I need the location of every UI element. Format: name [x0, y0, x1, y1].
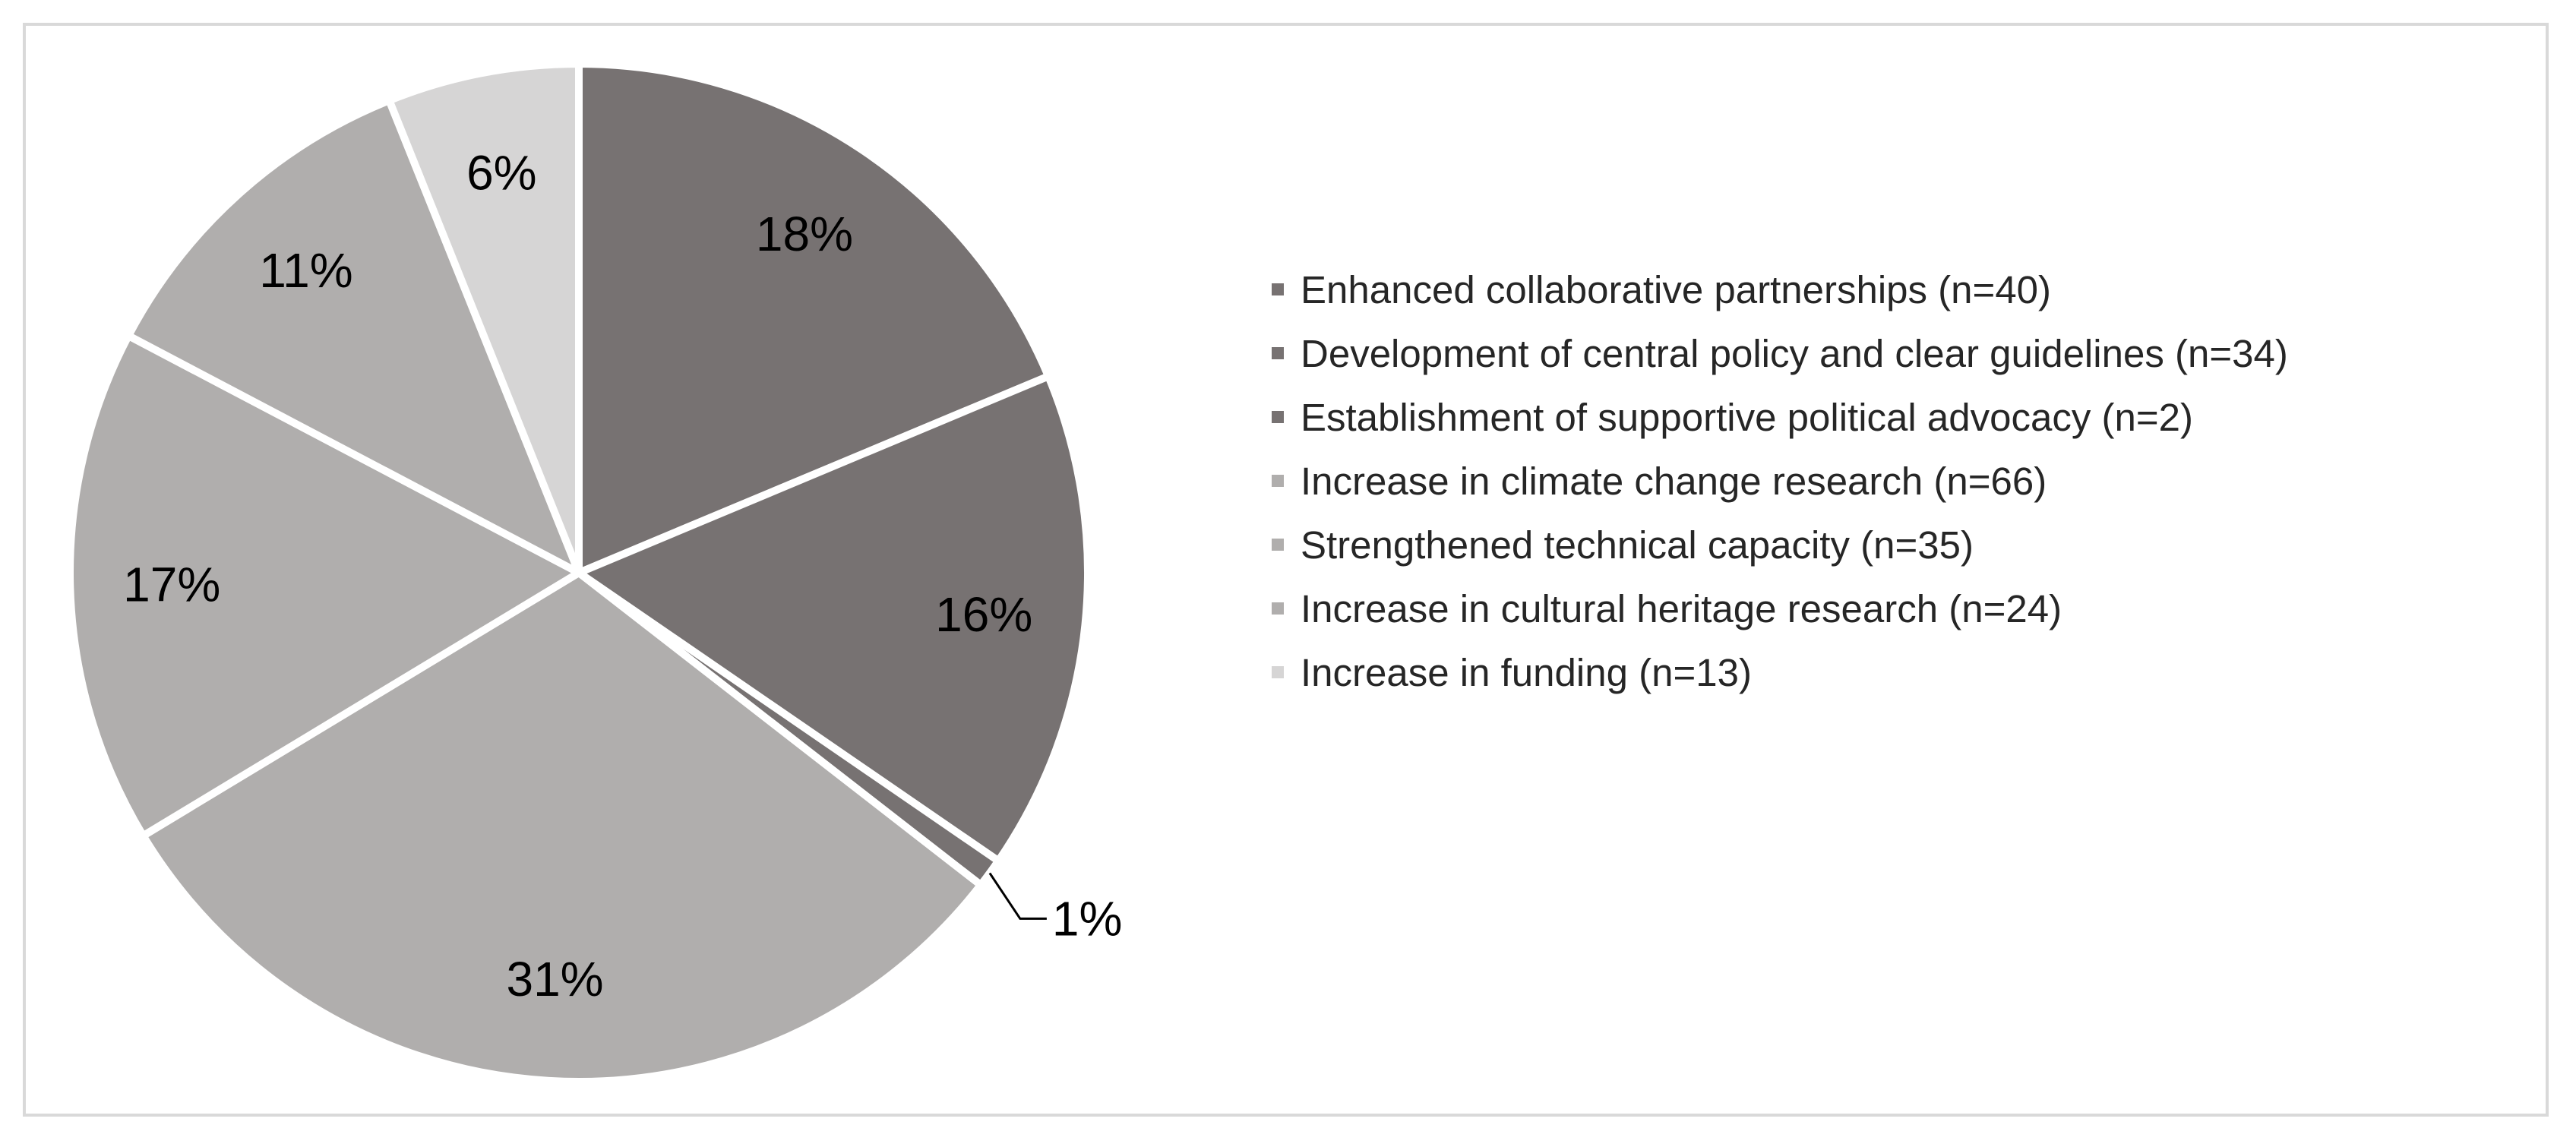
legend-label: Strengthened technical capacity (n=35)	[1301, 523, 1974, 567]
legend-item-1: Enhanced collaborative partnerships (n=4…	[1272, 258, 2288, 321]
slice-label-1: 18%	[756, 207, 853, 261]
legend-swatch	[1272, 347, 1284, 359]
legend-label: Increase in cultural heritage research (…	[1301, 586, 2062, 631]
legend-swatch	[1272, 539, 1284, 551]
leader-line-3	[990, 873, 1047, 918]
slice-label-5: 17%	[123, 558, 220, 612]
legend-label: Development of central policy and clear …	[1301, 331, 2288, 376]
slice-label-4: 31%	[506, 952, 603, 1006]
legend-swatch	[1272, 283, 1284, 295]
slice-label-6: 11%	[259, 243, 352, 298]
legend-item-4: Increase in climate change research (n=6…	[1272, 449, 2288, 513]
chart-frame: 18% 16% 1% 31% 17% 11% 6% Enhanced collaborati…	[23, 23, 2549, 1117]
legend-item-5: Strengthened technical capacity (n=35)	[1272, 513, 2288, 577]
legend-label: Establishment of supportive political ad…	[1301, 395, 2193, 440]
legend-swatch	[1272, 602, 1284, 615]
legend-label: Enhanced collaborative partnerships (n=4…	[1301, 267, 2051, 312]
legend-swatch	[1272, 411, 1284, 423]
legend: Enhanced collaborative partnerships (n=4…	[1272, 258, 2288, 704]
slice-label-2: 16%	[935, 587, 1032, 642]
legend-label: Increase in climate change research (n=6…	[1301, 459, 2047, 504]
slice-label-3: 1%	[1052, 891, 1123, 946]
slice-label-7: 6%	[466, 146, 537, 201]
legend-item-6: Increase in cultural heritage research (…	[1272, 577, 2288, 640]
legend-item-3: Establishment of supportive political ad…	[1272, 385, 2288, 449]
legend-item-2: Development of central policy and clear …	[1272, 321, 2288, 385]
legend-swatch	[1272, 666, 1284, 678]
legend-label: Increase in funding (n=13)	[1301, 650, 1752, 695]
legend-item-7: Increase in funding (n=13)	[1272, 640, 2288, 704]
legend-swatch	[1272, 475, 1284, 487]
